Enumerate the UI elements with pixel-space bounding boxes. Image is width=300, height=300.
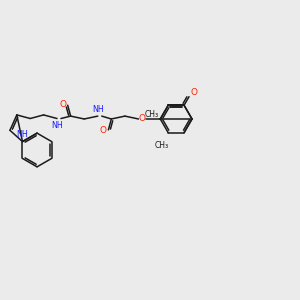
Text: NH: NH	[16, 130, 28, 139]
Text: CH₃: CH₃	[144, 110, 158, 118]
Text: O: O	[100, 126, 107, 135]
Text: O: O	[190, 88, 197, 97]
Text: CH₃: CH₃	[155, 141, 169, 150]
Text: NH: NH	[92, 105, 104, 114]
Text: NH: NH	[51, 121, 63, 130]
Text: O: O	[139, 115, 146, 124]
Text: O: O	[59, 100, 66, 109]
